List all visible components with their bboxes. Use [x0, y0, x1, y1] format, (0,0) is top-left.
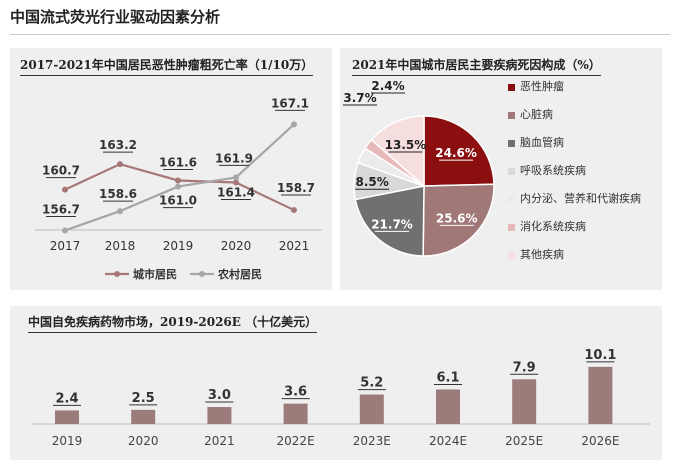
data-label: 167.1 [271, 96, 309, 110]
bar [359, 394, 384, 424]
x-tick-label: 2020 [128, 434, 159, 448]
legend-swatch [508, 224, 515, 231]
data-point [233, 179, 239, 186]
legend-marker [114, 271, 120, 277]
data-point [291, 207, 297, 214]
legend-label: 呼吸系统疾病 [520, 164, 586, 177]
legend-swatch [508, 168, 515, 175]
x-tick-label: 2017 [50, 239, 81, 253]
x-tick-label: 2021 [204, 434, 235, 448]
x-tick-label: 2019 [163, 239, 194, 253]
pie-chart-title-text: 2021年中国城市居民主要疾病死因构成（%） [352, 58, 601, 72]
x-tick-label: 2024E [429, 434, 467, 448]
legend-swatch [508, 112, 515, 119]
page-title: 中国流式荧光行业驱动因素分析 [10, 8, 221, 26]
legend-marker [199, 271, 205, 277]
bar [283, 403, 308, 424]
slice-label: 8.5% [355, 175, 388, 189]
x-tick-label: 2026E [581, 434, 619, 448]
line-chart-title-text: 2017-2021年中国居民恶性肿瘤粗死亡率（1/10万） [20, 58, 314, 72]
x-tick-label: 2025E [505, 434, 543, 448]
legend-label: 其他疾病 [520, 248, 564, 261]
legend-label: 脑血管病 [520, 136, 564, 149]
legend-label: 心脏病 [520, 108, 553, 121]
bar-chart: 2.4 2019 2.5 2020 3.0 2021 3.6 2022E 5.2 2023E 6.1… [32, 348, 650, 448]
line-chart-title-underline [20, 75, 314, 76]
bar-value-label: 5.2 [360, 376, 383, 391]
data-label: 156.7 [42, 202, 80, 216]
slice-label: 3.7% [343, 91, 376, 105]
x-tick-label: 2021 [279, 239, 310, 253]
bar-value-label: 3.0 [208, 388, 231, 403]
data-label: 158.7 [277, 181, 315, 195]
bar-value-label: 2.5 [132, 391, 155, 406]
data-point [62, 186, 68, 193]
data-label: 161.6 [159, 155, 197, 169]
legend-swatch [508, 84, 515, 91]
bar-chart-title-underline [28, 332, 318, 333]
legend-label: 恶性肿瘤 [520, 80, 564, 93]
data-point [175, 177, 181, 184]
data-point [233, 174, 239, 181]
bar-value-label: 6.1 [436, 370, 459, 385]
x-tick-label: 2020 [221, 239, 252, 253]
bar-value-label: 10.1 [584, 348, 616, 363]
legend-label: 内分泌、营养和代谢疾病 [520, 192, 641, 205]
data-label: 161.4 [217, 186, 255, 200]
bar-chart-title-text: 中国自免疾病药物市场，2019-2026E （十亿美元） [28, 315, 318, 329]
bar [207, 407, 232, 424]
bar-value-label: 2.4 [55, 391, 78, 406]
bar [588, 366, 613, 424]
data-point [117, 208, 123, 215]
data-point [62, 227, 68, 234]
data-point [175, 183, 181, 190]
title-divider [10, 34, 670, 35]
bar-value-label: 3.6 [284, 385, 307, 400]
slice-label: 2.4% [371, 79, 404, 93]
legend-swatch [508, 196, 515, 203]
x-tick-label: 2018 [105, 239, 136, 253]
data-point [291, 121, 297, 128]
pie-chart-title: 2021年中国城市居民主要疾病死因构成（%） [352, 56, 601, 76]
slice-label: 25.6% [436, 211, 478, 225]
pie-chart-title-underline [352, 75, 601, 76]
bar-value-label: 7.9 [513, 360, 536, 375]
data-label: 161.0 [159, 194, 197, 208]
data-point [117, 161, 123, 168]
data-label: 158.6 [99, 187, 137, 201]
bar [436, 389, 460, 424]
line-chart: 2017 2018 2019 2020 2021 160.7 163.2 161.6 161.4… [35, 96, 322, 281]
legend-label: 农村居民 [217, 267, 262, 281]
pie-slice [422, 183, 495, 257]
slice-label: 13.5% [385, 138, 427, 152]
pie-slice [354, 185, 425, 257]
slice-label: 21.7% [371, 217, 413, 231]
bar [512, 379, 537, 424]
bar [55, 410, 79, 424]
x-tick-label: 2019 [52, 434, 83, 448]
pie-legend: 恶性肿瘤心脏病脑血管病呼吸系统疾病内分泌、营养和代谢疾病 消化系统疾病 其他疾病 [508, 78, 668, 278]
data-label: 163.2 [99, 138, 137, 152]
bar-chart-title: 中国自免疾病药物市场，2019-2026E （十亿美元） [28, 313, 318, 333]
pie-chart: 24.6% 25.6% 21.7% 8.5% 3.7%2.4% 13.5% [343, 79, 495, 257]
x-tick-label: 2023E [353, 434, 391, 448]
bar-chart-panel [10, 306, 662, 460]
data-label: 161.9 [215, 151, 253, 165]
x-tick-label: 2022E [277, 434, 315, 448]
pie-slice [423, 115, 495, 187]
legend-label: 消化系统疾病 [520, 220, 586, 233]
data-label: 160.7 [42, 164, 80, 178]
pie-slice [370, 115, 425, 188]
bar [131, 409, 156, 424]
line-chart-title: 2017-2021年中国居民恶性肿瘤粗死亡率（1/10万） [20, 56, 314, 76]
legend-label: 城市居民 [133, 267, 177, 281]
legend-swatch [508, 140, 515, 147]
slice-label: 24.6% [435, 146, 477, 160]
legend-swatch [508, 252, 515, 259]
